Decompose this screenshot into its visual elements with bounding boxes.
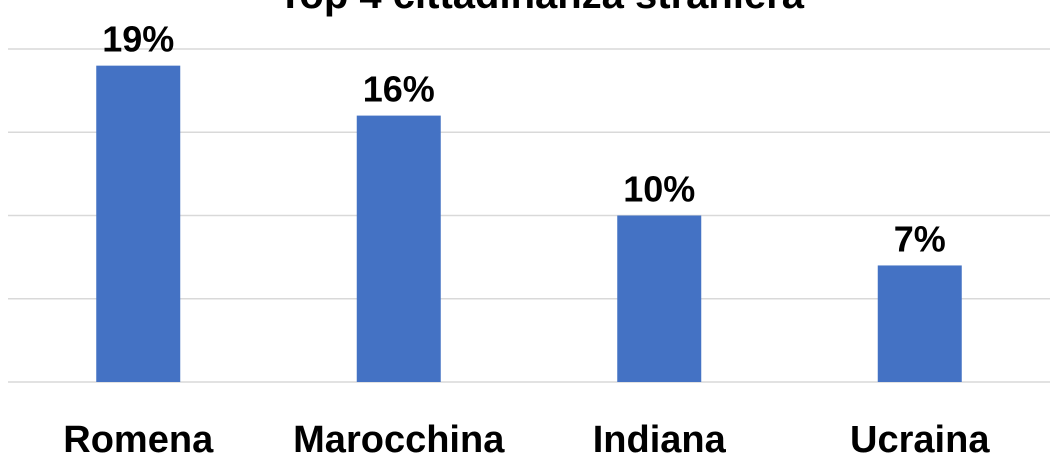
bar-romena [96, 65, 181, 383]
category-labels: Romena Marocchina Indiana Ucraina [63, 419, 990, 455]
category-label-indiana: Indiana [593, 419, 727, 455]
chart-title: Top 4 cittadinanza straniera [278, 0, 805, 17]
bars [96, 65, 962, 383]
category-label-ucraina: Ucraina [850, 419, 990, 455]
data-label-indiana: 10% [623, 169, 695, 210]
data-label-romena: 19% [102, 19, 174, 60]
data-label-ucraina: 7% [894, 218, 946, 259]
data-labels: 19% 16% 10% 7% [102, 19, 946, 260]
bar-marocchina [356, 115, 441, 382]
category-label-romena: Romena [63, 419, 214, 455]
bar-indiana [617, 215, 702, 382]
gridlines [8, 48, 1050, 383]
data-label-marocchina: 16% [363, 69, 435, 110]
bar-ucraina [877, 265, 962, 382]
category-label-marocchina: Marocchina [293, 419, 505, 455]
